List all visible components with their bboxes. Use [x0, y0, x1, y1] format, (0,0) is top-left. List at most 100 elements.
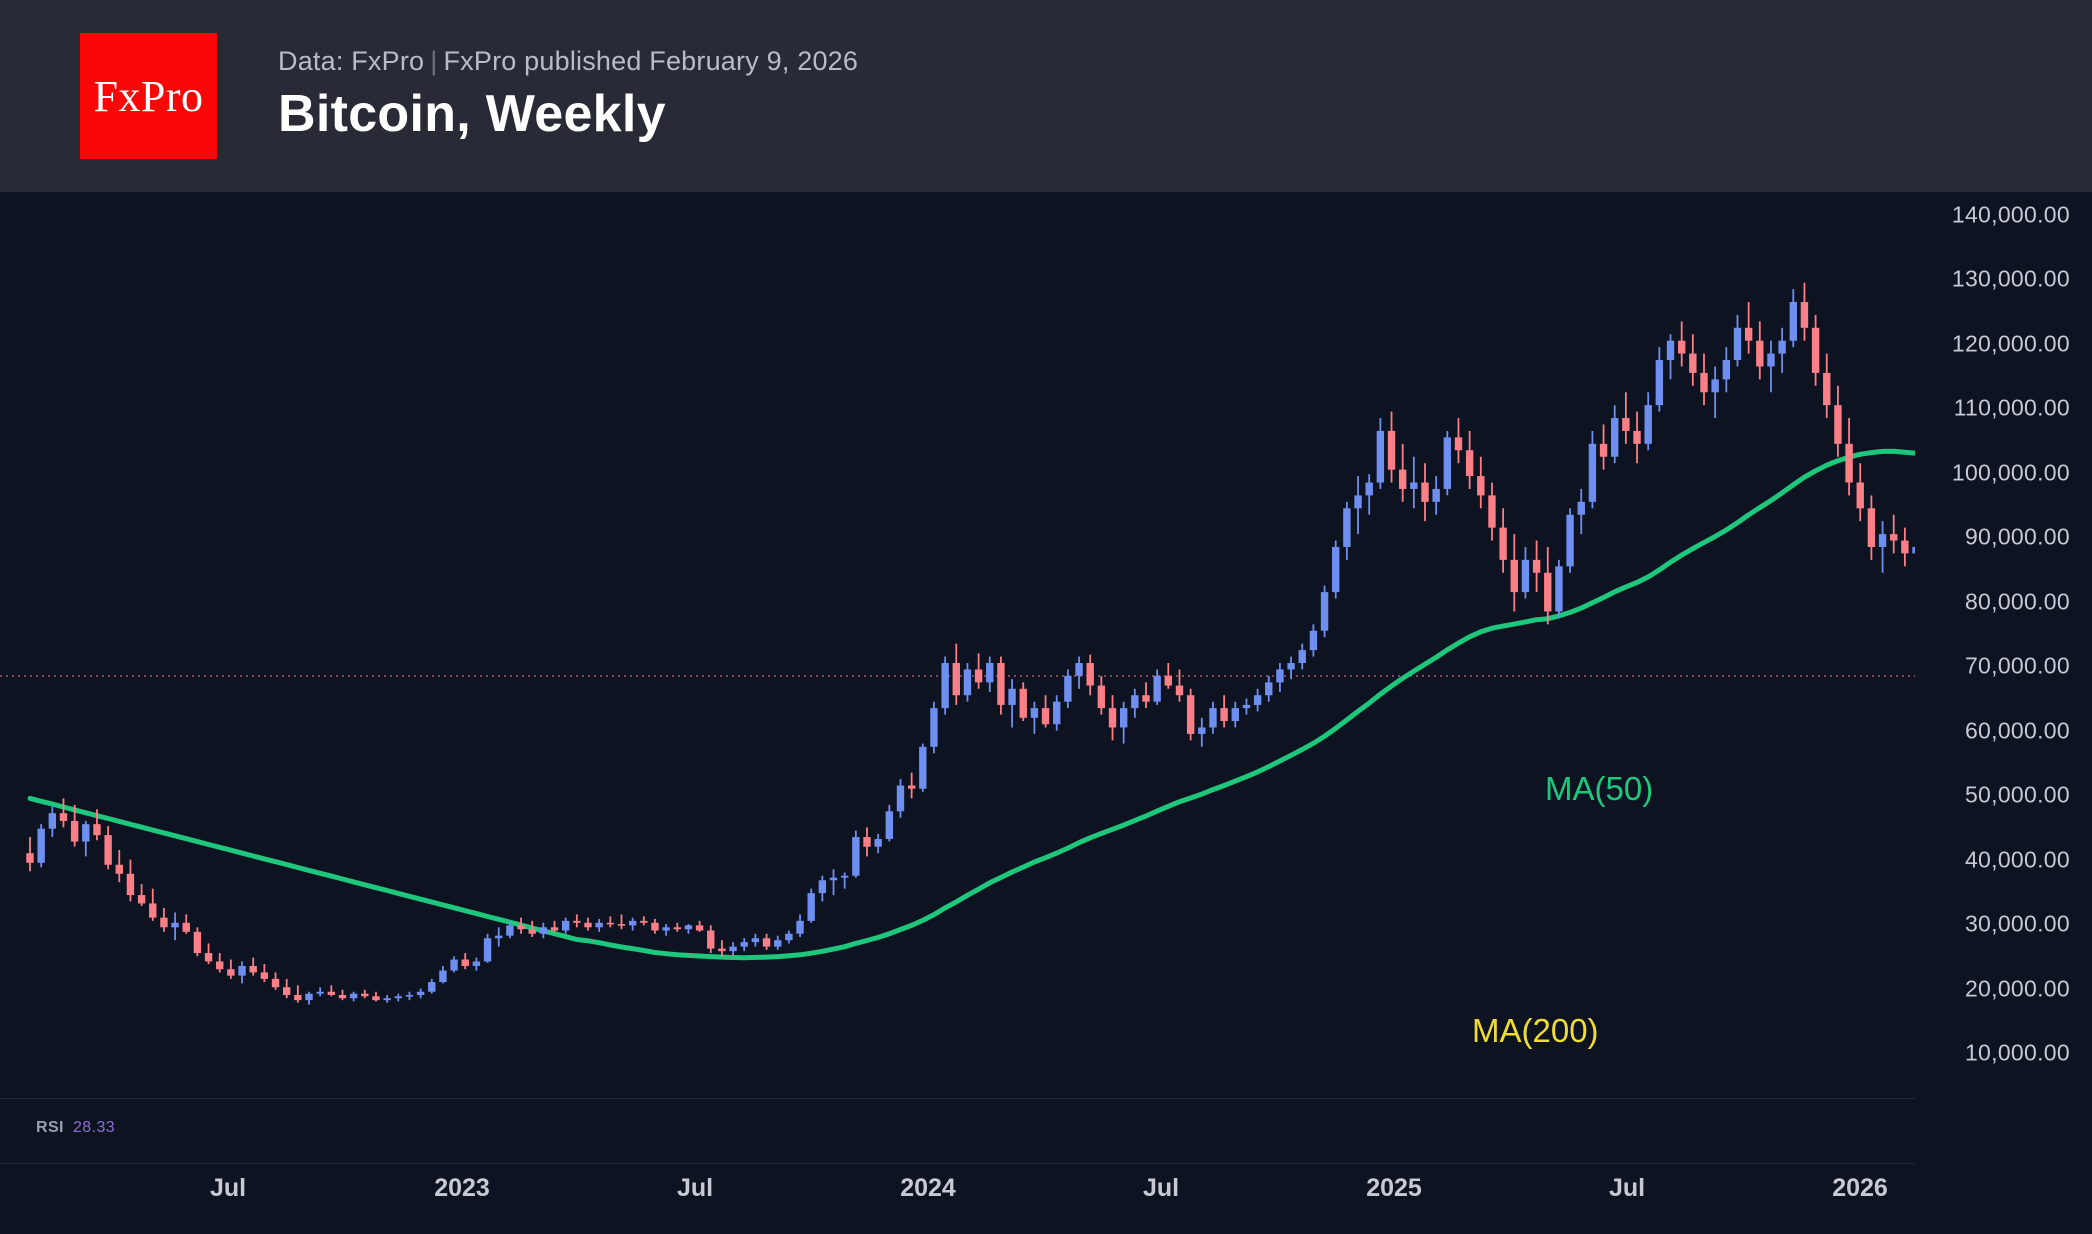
candle-body	[1198, 727, 1206, 734]
candle-body	[59, 813, 68, 821]
candle-body	[1443, 437, 1452, 489]
price-axis-tick: 120,000.00	[1951, 330, 2070, 357]
candlestick-svg	[0, 192, 1915, 1005]
candle-body	[1510, 559, 1518, 593]
candle-body	[1644, 405, 1652, 444]
candle-body	[662, 927, 670, 931]
candle-body	[1823, 372, 1831, 406]
chart-container: MA(50) MA(200) 140,000.00 130,000.00 120,0…	[0, 192, 2092, 1234]
rsi-panel[interactable]: RSI 28.33	[0, 1098, 1915, 1164]
candle-body	[617, 924, 626, 926]
candle-body	[137, 895, 146, 904]
candle-body	[182, 922, 190, 932]
candle-body	[1655, 360, 1664, 406]
candle-body	[126, 873, 135, 896]
candle-body	[785, 933, 793, 941]
candle-body	[1912, 546, 1915, 554]
candle-body	[48, 813, 57, 829]
candle-body	[428, 982, 436, 992]
candle-body	[1309, 630, 1318, 651]
candle-body	[349, 993, 358, 999]
candle-body	[1276, 669, 1284, 683]
candle-body	[1878, 534, 1887, 547]
candle-body	[1242, 704, 1251, 709]
candle-body	[1365, 482, 1373, 496]
candle-body	[1220, 708, 1228, 722]
candle-body	[628, 920, 637, 926]
candle-body	[305, 993, 313, 1001]
candle-body	[1019, 688, 1027, 718]
candle-body	[1744, 327, 1753, 341]
candle-body	[1097, 685, 1106, 709]
candle-body	[1343, 508, 1351, 547]
candle-body	[1086, 663, 1094, 686]
time-axis-tick: Jul	[1608, 1174, 1646, 1202]
time-axis[interactable]: Jul 2023 Jul 2024 Jul 2025 Jul 2026	[0, 1164, 1915, 1234]
candle-body	[1376, 430, 1385, 483]
candle-body	[919, 746, 927, 789]
candle-body	[171, 922, 179, 928]
candle-body	[1901, 540, 1909, 554]
candle-body	[606, 922, 615, 925]
time-axis-tick: Jul	[209, 1174, 247, 1202]
candle-body	[1778, 340, 1786, 354]
candle-body	[863, 837, 871, 847]
candle-body	[1499, 527, 1507, 560]
candle-body	[1231, 708, 1239, 722]
candle-body	[416, 991, 425, 995]
candle-body	[1064, 675, 1072, 702]
price-plot[interactable]: MA(50) MA(200)	[0, 192, 1915, 1098]
candle-body	[963, 669, 972, 696]
price-axis-tick: 20,000.00	[1964, 975, 2070, 1002]
candle-body	[316, 991, 324, 994]
candle-body	[439, 970, 447, 983]
candle-body	[383, 998, 391, 1001]
candle-body	[1209, 708, 1217, 728]
candle-body	[1566, 514, 1574, 567]
candle-body	[361, 993, 369, 997]
candle-body	[974, 669, 983, 683]
meta-published: FxPro published February 9, 2026	[443, 46, 859, 76]
price-axis[interactable]: 140,000.00 130,000.00 120,000.00 110,000.00…	[1923, 192, 2092, 1098]
candle-body	[1532, 559, 1541, 573]
candle-body	[1332, 546, 1340, 593]
time-axis-tick: Jul	[676, 1174, 714, 1202]
ma50-legend-label: MA(50)	[1545, 770, 1654, 807]
candle-body	[673, 927, 681, 930]
candle-body	[1856, 482, 1864, 509]
candle-body	[852, 837, 860, 876]
candle-body	[1544, 572, 1552, 612]
ma200-legend-label: MA(200)	[1472, 1012, 1599, 1049]
candle-body	[204, 953, 213, 962]
candle-body	[26, 853, 34, 863]
candle-body	[651, 922, 659, 931]
price-axis-tick: 80,000.00	[1964, 588, 2070, 615]
candle-body	[1633, 430, 1641, 444]
candle-body	[1142, 695, 1150, 702]
candle-body	[1432, 488, 1440, 502]
candle-body	[774, 940, 782, 947]
candle-body	[1588, 443, 1597, 502]
candle-body	[104, 835, 112, 865]
candle-body	[1008, 688, 1016, 705]
candle-body	[517, 925, 525, 930]
time-axis-tick: 2024	[900, 1174, 956, 1202]
candle-body	[1689, 353, 1697, 373]
candle-body	[1030, 708, 1039, 718]
candle-body	[1164, 675, 1173, 686]
candle-body	[1454, 437, 1463, 451]
candle-body	[1488, 495, 1496, 528]
candle-body	[1555, 566, 1563, 612]
candle-body	[1599, 443, 1608, 457]
candle-body	[930, 708, 938, 747]
price-axis-tick: 10,000.00	[1964, 1039, 2070, 1066]
candle-body	[595, 922, 603, 928]
candle-body	[1398, 469, 1407, 489]
chart-meta: Data: FxPro | FxPro published February 9, …	[278, 46, 858, 77]
candle-body	[70, 820, 79, 842]
ma50-line	[27, 448, 1915, 961]
candle-body	[718, 948, 726, 952]
candle-body	[1521, 559, 1530, 593]
candle-body	[729, 946, 737, 952]
